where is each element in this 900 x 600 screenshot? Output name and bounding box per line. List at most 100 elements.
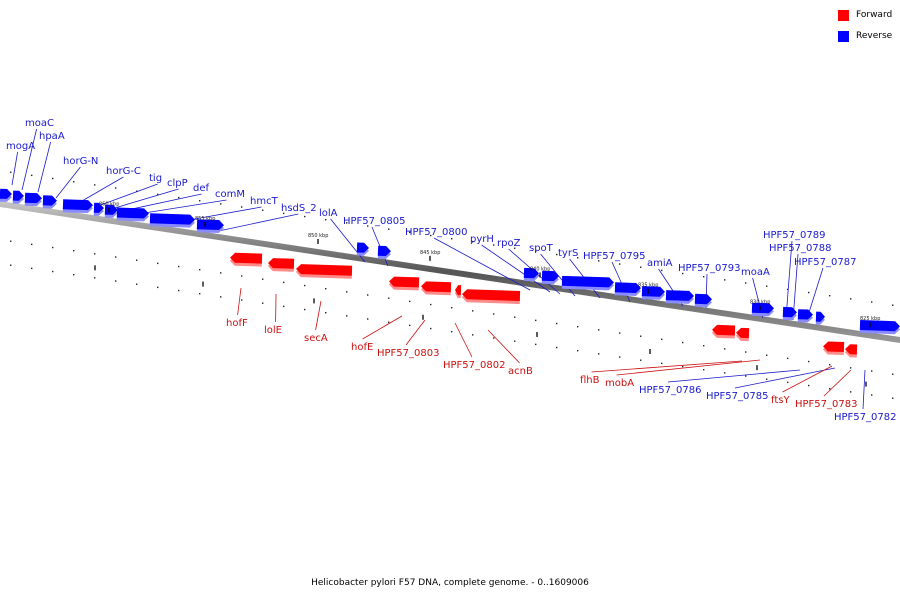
ruler-dot (409, 324, 411, 327)
reverse-gene-feature (93, 202, 104, 216)
gene-label-hpf57-0803: HPF57_0803 (377, 348, 439, 359)
ruler-dot (73, 274, 75, 276)
ruler-dot (808, 384, 810, 387)
forward-swatch (838, 9, 849, 21)
ruler-dot (388, 228, 390, 230)
ruler-dot (577, 350, 579, 352)
label-leader-line (11, 151, 18, 186)
gene-label-amia: amiA (647, 258, 673, 269)
ruler-dot (514, 316, 516, 318)
ruler-dot (199, 269, 201, 271)
ruler-dot (829, 388, 831, 390)
ruler-dot (472, 310, 474, 312)
reverse-gene-feature (377, 245, 391, 260)
ruler-dot (283, 281, 285, 284)
ruler-dot (283, 305, 285, 308)
forward-gene-feature (711, 324, 736, 339)
ruler-dot (178, 265, 180, 268)
gene-label-lole: lolE (264, 325, 282, 336)
ruler-dot (262, 209, 264, 211)
ruler-dot (829, 295, 831, 297)
reverse-gene-feature (42, 195, 57, 209)
gene-label-hpaa: hpaA (39, 131, 65, 142)
scale-tick-label: 830 kbp (750, 300, 770, 306)
gene-label-spot: spoT (529, 243, 554, 254)
ruler-dot (346, 315, 348, 317)
reverse-gene-feature (356, 242, 369, 256)
axis-bar (0, 201, 900, 343)
ruler-dot (892, 373, 894, 375)
genome-caption: Helicobacter pylori F57 DNA, complete ge… (311, 578, 589, 588)
gene-label-horg-c: horG-C (106, 166, 141, 177)
ruler-dot (199, 293, 201, 295)
label-leader-line (362, 315, 403, 340)
ruler-dot (409, 300, 411, 303)
ruler-dot (430, 234, 432, 237)
ruler-dot (871, 301, 873, 303)
ruler-dot (514, 247, 516, 249)
ruler-dot (157, 262, 159, 265)
gene-label-hofe: hofE (351, 342, 373, 353)
label-leader-line (823, 369, 852, 397)
forward-gene-feature (461, 289, 521, 304)
ruler-dot (451, 307, 453, 309)
ruler-dot (745, 351, 747, 353)
label-leader-line (21, 128, 37, 191)
ruler-dot (556, 322, 558, 325)
ruler-dot (325, 312, 327, 314)
label-leader-line (616, 359, 761, 376)
ruler-dot (892, 304, 894, 306)
label-leader-line (405, 319, 426, 346)
gene-label-hpf57-0800: HPF57_0800 (405, 227, 467, 238)
ruler-dot (640, 359, 642, 361)
ruler-dot (115, 256, 117, 258)
ruler-dot (808, 360, 810, 363)
ruler-dot (535, 343, 537, 346)
reverse-gene-feature (104, 204, 118, 218)
ruler-dot (367, 225, 369, 227)
ruler-dot (346, 291, 348, 293)
ruler-dot (493, 313, 495, 315)
reverse-gene-feature (561, 275, 614, 291)
ruler-dot (367, 318, 369, 320)
forward-gene-feature (267, 258, 295, 272)
ruler-dot (451, 331, 453, 333)
gene-label-def: def (193, 183, 210, 194)
ruler-dot (871, 394, 873, 396)
ruler-dot (703, 345, 705, 347)
gene-label-lola: lolA (319, 208, 338, 219)
ruler-dot (10, 264, 12, 266)
reverse-gene-feature (797, 309, 813, 323)
ruler-dot (661, 338, 663, 341)
ruler-dot (577, 326, 579, 328)
label-leader-line (237, 287, 242, 316)
label-leader-line (137, 199, 227, 215)
reverse-gene-feature (24, 192, 42, 207)
ruler-dot (514, 340, 516, 342)
ruler-dot (430, 327, 432, 330)
ruler-dot (850, 298, 852, 300)
label-leader-line (862, 369, 866, 410)
reverse-gene-feature (751, 302, 774, 317)
gene-label-moac: moaC (25, 118, 54, 129)
ruler-dot (178, 289, 180, 292)
ruler-dot (94, 277, 96, 279)
ruler-dot (52, 177, 54, 180)
scale-tick-label: 825 kbp (860, 316, 880, 322)
label-leader-line (55, 166, 81, 199)
ruler-dot (409, 231, 411, 234)
forward-gene-feature (822, 341, 845, 356)
forward-gene-feature (844, 344, 858, 358)
label-leader-line (315, 300, 322, 331)
gene-label-hpf57-0795: HPF57_0795 (583, 251, 645, 262)
label-leader-line (37, 141, 51, 193)
ruler-dot (766, 378, 768, 380)
label-leader-line (785, 240, 793, 319)
gene-label-hpf57-0782: HPF57_0782 (834, 412, 896, 423)
gene-label-hpf57-0786: HPF57_0786 (639, 385, 701, 396)
ruler-dot (472, 334, 474, 336)
label-leader-line (734, 367, 836, 389)
gene-label-ftsy: ftsY (771, 395, 790, 406)
legend-forward: Forward (838, 9, 892, 21)
forward-gene-feature (454, 285, 462, 299)
